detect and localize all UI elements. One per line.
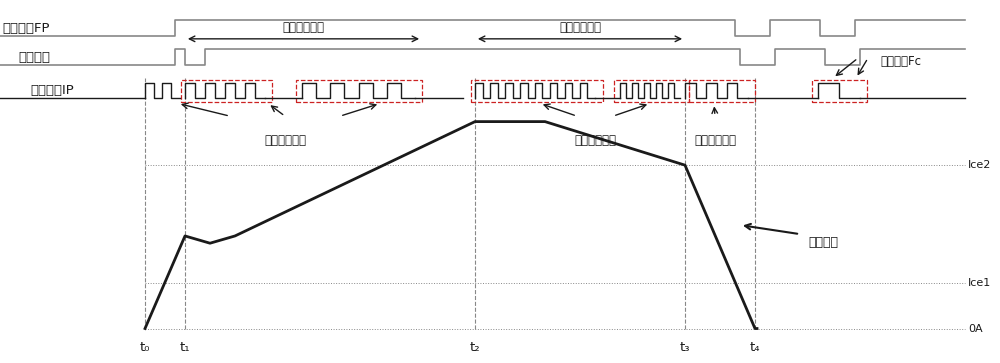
Text: t₂: t₂ (470, 341, 480, 354)
Text: t₀: t₀ (140, 341, 150, 354)
Text: 故障清除Fc: 故障清除Fc (880, 55, 921, 68)
Text: 一级报警信号: 一级报警信号 (264, 134, 306, 147)
Text: 一级报警信号: 一级报警信号 (694, 134, 736, 147)
Text: t₁: t₁ (180, 341, 190, 354)
Text: 电流波形: 电流波形 (808, 236, 838, 249)
Text: 回报信号IP: 回报信号IP (30, 84, 74, 97)
Text: t₄: t₄ (750, 341, 760, 354)
Text: 二级报警信号: 二级报警信号 (574, 134, 616, 147)
Text: 门极信号: 门极信号 (18, 51, 50, 64)
Text: Ice1: Ice1 (968, 278, 991, 288)
Text: 0A: 0A (968, 323, 983, 334)
Text: 触发信号FP: 触发信号FP (2, 22, 50, 34)
Text: Ice2: Ice2 (968, 160, 991, 170)
Text: 两次报警间隔: 两次报警间隔 (283, 21, 324, 34)
Text: 两次报警间隔: 两次报警间隔 (559, 21, 601, 34)
Text: t₃: t₃ (680, 341, 690, 354)
